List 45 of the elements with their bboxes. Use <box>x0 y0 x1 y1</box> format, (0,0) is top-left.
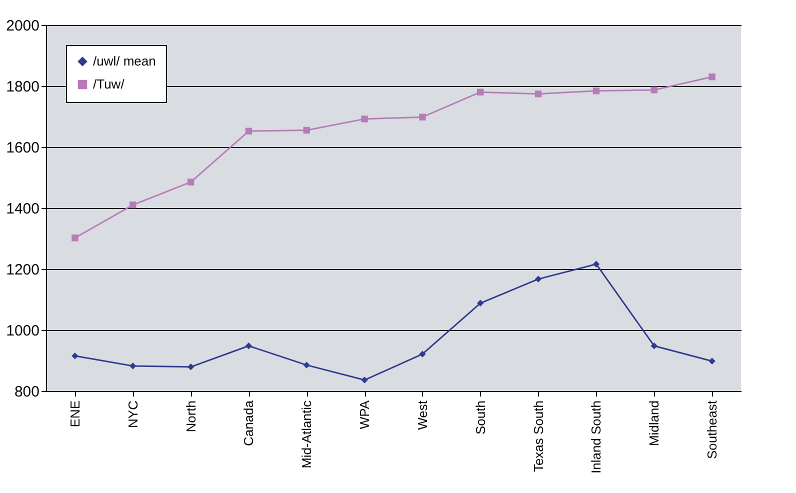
x-tick-label: Inland South <box>588 400 604 474</box>
point <box>303 126 310 134</box>
x-tick-label: WPA <box>357 400 372 430</box>
point <box>708 358 716 364</box>
point <box>650 86 658 94</box>
point <box>419 350 426 358</box>
point <box>187 178 194 186</box>
point <box>477 300 484 307</box>
legend-label: /Tuw/ <box>93 76 125 92</box>
x-tick-label: South <box>472 400 488 434</box>
legend-label: /uwl/ mean <box>93 54 156 68</box>
point <box>72 234 78 242</box>
x-tick-label: West <box>414 400 430 430</box>
point <box>534 90 542 98</box>
y-tick-label: 1800 <box>6 78 40 96</box>
x-tick-label: Texas South <box>530 400 546 472</box>
point <box>534 276 542 282</box>
point <box>361 116 368 122</box>
x-tick-label: NYC <box>125 400 140 428</box>
x-tick-label: Mid-Atlantic <box>299 400 314 468</box>
point <box>130 362 136 370</box>
x-tick-label: ENE <box>67 400 82 428</box>
x-tick-label: North <box>183 400 198 432</box>
y-tick-label: 1400 <box>6 200 40 218</box>
point <box>419 114 426 120</box>
point <box>245 128 252 134</box>
point <box>708 73 716 80</box>
point <box>592 260 600 268</box>
point <box>72 352 78 360</box>
point <box>650 342 658 350</box>
x-tick-label: Midland <box>646 400 662 446</box>
point <box>187 364 194 370</box>
point <box>361 376 368 384</box>
x-tick-label: Southeast <box>704 400 720 460</box>
point <box>592 88 600 94</box>
y-tick-label: 2000 <box>6 18 40 34</box>
point <box>303 362 310 368</box>
y-tick-label: 1600 <box>6 140 40 156</box>
y-tick-label: 1000 <box>6 322 40 340</box>
y-tick-label: 800 <box>14 384 40 400</box>
point <box>477 88 484 96</box>
point <box>130 202 136 208</box>
y-tick-label: 1200 <box>6 262 40 278</box>
point <box>245 342 252 350</box>
x-tick-label: Canada <box>241 400 256 446</box>
